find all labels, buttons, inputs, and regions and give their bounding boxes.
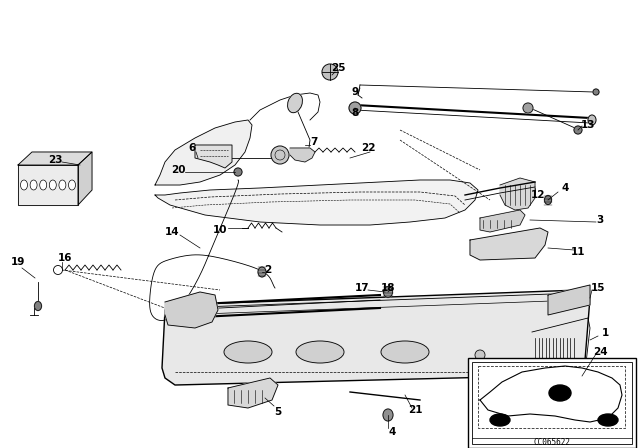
Ellipse shape	[383, 287, 392, 297]
Polygon shape	[228, 378, 278, 408]
Text: 6: 6	[188, 143, 196, 153]
Text: 25: 25	[331, 63, 345, 73]
Text: 18: 18	[381, 283, 396, 293]
Polygon shape	[480, 210, 525, 232]
Text: 13: 13	[580, 120, 595, 130]
Text: 14: 14	[164, 227, 179, 237]
Ellipse shape	[68, 180, 76, 190]
Text: 10: 10	[212, 225, 227, 235]
Text: 21: 21	[408, 405, 422, 415]
Polygon shape	[548, 285, 590, 315]
Polygon shape	[500, 178, 535, 210]
Ellipse shape	[381, 341, 429, 363]
Text: 1: 1	[602, 328, 609, 338]
Bar	[468, 358, 636, 448]
Polygon shape	[78, 152, 92, 205]
Polygon shape	[470, 228, 548, 260]
Text: 8: 8	[351, 108, 358, 118]
Polygon shape	[18, 152, 92, 165]
Text: 4: 4	[561, 183, 569, 193]
Polygon shape	[290, 148, 315, 162]
Text: 24: 24	[593, 347, 607, 357]
Ellipse shape	[30, 180, 37, 190]
Text: 23: 23	[48, 155, 62, 165]
Text: 16: 16	[58, 253, 72, 263]
Ellipse shape	[322, 64, 338, 80]
Ellipse shape	[588, 115, 596, 125]
Polygon shape	[540, 374, 572, 387]
Text: 3: 3	[596, 215, 604, 225]
Ellipse shape	[383, 409, 393, 421]
Text: 19: 19	[11, 257, 25, 267]
Ellipse shape	[593, 89, 599, 95]
Ellipse shape	[545, 195, 552, 204]
Text: 17: 17	[355, 283, 369, 293]
Text: 12: 12	[531, 190, 545, 200]
Text: 2: 2	[264, 265, 271, 275]
Ellipse shape	[224, 341, 272, 363]
Polygon shape	[195, 145, 232, 168]
Ellipse shape	[35, 302, 42, 310]
Ellipse shape	[287, 93, 303, 113]
Text: 20: 20	[171, 165, 185, 175]
Polygon shape	[18, 165, 78, 205]
Ellipse shape	[549, 385, 571, 401]
Text: CC065622: CC065622	[534, 438, 570, 447]
Ellipse shape	[296, 341, 344, 363]
Ellipse shape	[234, 168, 242, 176]
Ellipse shape	[475, 350, 485, 360]
Text: 11: 11	[571, 247, 585, 257]
Text: 22: 22	[361, 143, 375, 153]
Text: 15: 15	[591, 283, 605, 293]
Ellipse shape	[598, 414, 618, 426]
Bar	[472, 362, 632, 444]
Text: 9: 9	[351, 87, 358, 97]
Ellipse shape	[59, 180, 66, 190]
Ellipse shape	[523, 103, 533, 113]
Polygon shape	[162, 290, 590, 385]
Text: 5: 5	[275, 407, 282, 417]
Ellipse shape	[49, 180, 56, 190]
Polygon shape	[155, 120, 252, 185]
Ellipse shape	[258, 267, 266, 277]
Polygon shape	[165, 292, 218, 328]
Ellipse shape	[40, 180, 47, 190]
Text: 4: 4	[388, 427, 396, 437]
Ellipse shape	[20, 180, 28, 190]
Ellipse shape	[490, 414, 510, 426]
Ellipse shape	[574, 126, 582, 134]
Text: 7: 7	[310, 137, 317, 147]
Ellipse shape	[349, 102, 361, 114]
Polygon shape	[480, 366, 622, 422]
Ellipse shape	[271, 146, 289, 164]
Polygon shape	[155, 180, 478, 225]
